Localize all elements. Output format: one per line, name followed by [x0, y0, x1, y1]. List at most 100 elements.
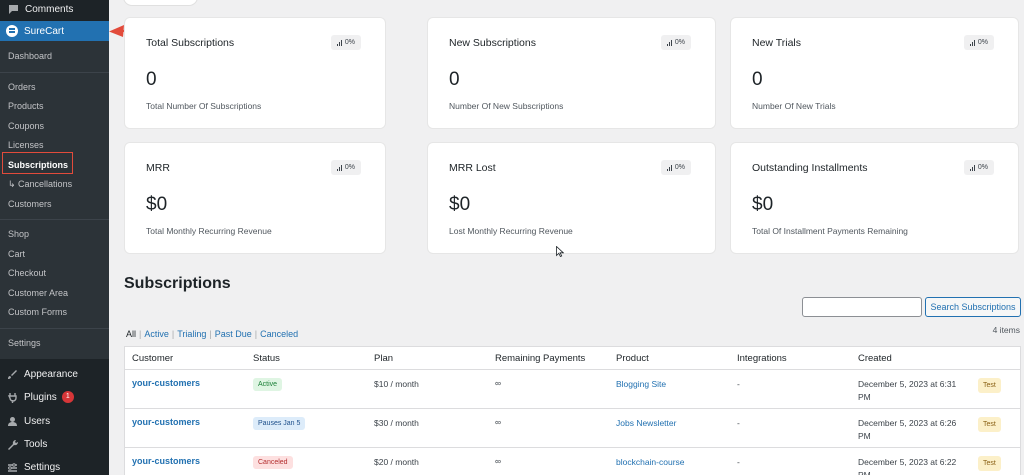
customer-link[interactable]: your-customers [132, 456, 201, 466]
stat-description: Number Of New Trials [752, 101, 836, 111]
paintbrush-icon [6, 368, 18, 380]
sidebar-item-appearance[interactable]: Appearance [0, 363, 109, 385]
submenu-settings[interactable]: Settings [8, 337, 41, 348]
chart-bars-icon [969, 39, 975, 46]
customer-link[interactable]: your-customers [132, 417, 201, 427]
status-badge: Canceled [253, 456, 293, 469]
status-filters: All | Active | Trialing | Past Due | Canceled [126, 329, 298, 339]
stat-change-badge: 0% [660, 160, 691, 175]
sidebar-item-users[interactable]: Users [0, 410, 109, 432]
stat-description: Total Monthly Recurring Revenue [146, 226, 272, 236]
integrations-cell: - [737, 457, 740, 467]
column-header-product[interactable]: Product [616, 353, 649, 364]
filter-separator: | [254, 329, 258, 339]
filter-past-due[interactable]: Past Due [214, 329, 252, 339]
submenu-subscriptions[interactable]: Subscriptions [8, 159, 69, 170]
column-header-remaining-payments[interactable]: Remaining Payments [495, 353, 586, 364]
submenu-customers[interactable]: Customers [8, 198, 52, 209]
stat-change-value: 0% [674, 39, 685, 46]
sidebar-item-plugins[interactable]: Plugins 1 [0, 386, 109, 408]
product-link[interactable]: Blogging Site [616, 379, 667, 389]
status-cell: Canceled [253, 456, 293, 469]
filter-canceled[interactable]: Canceled [260, 329, 299, 339]
submenu-dashboard[interactable]: Dashboard [8, 51, 53, 61]
product-link[interactable]: Jobs Newsletter [616, 418, 677, 428]
submenu-orders[interactable]: Orders [8, 81, 36, 92]
filter-separator: | [139, 329, 142, 339]
stat-value: $0 [752, 194, 774, 215]
stat-change-badge: 0% [963, 35, 994, 50]
admin-sidebar: Comments SureCart Dashboard Orders Produ… [0, 0, 109, 475]
submenu-cart[interactable]: Cart [8, 248, 26, 259]
column-header-plan[interactable]: Plan [374, 353, 394, 364]
submenu-checkout[interactable]: Checkout [8, 268, 47, 278]
created-time: PM [858, 470, 871, 475]
stat-change-value: 0% [977, 164, 988, 171]
plugin-update-badge: 1 [61, 391, 74, 403]
table-row[interactable]: your-customers Active $10 / month ∞ Blog… [125, 370, 1020, 409]
column-header-customer[interactable]: Customer [132, 353, 174, 364]
remaining-payments-cell: ∞ [495, 456, 502, 466]
table-row[interactable]: your-customers Pauses Jan 5 $30 / month … [125, 409, 1020, 448]
status-badge: Pauses Jan 5 [253, 417, 306, 430]
created-date: December 5, 2023 at 6:31 [858, 379, 957, 389]
filter-active[interactable]: Active [144, 329, 169, 339]
integrations-cell: - [737, 379, 740, 389]
created-cell: December 5, 2023 at 6:26 PM [858, 417, 968, 443]
mode-cell: Test [978, 417, 1001, 432]
plugin-icon [6, 391, 18, 403]
stat-card-outstanding-installments: Outstanding Installments 0% $0 Total Of … [731, 143, 1018, 253]
mouse-cursor-icon [556, 246, 564, 257]
top-toggle-pill[interactable] [124, 0, 197, 5]
search-input[interactable] [802, 297, 922, 317]
chart-bars-icon [336, 39, 342, 46]
customer-link[interactable]: your-customers [132, 378, 201, 388]
submenu-products[interactable]: Products [8, 101, 44, 111]
stat-value: $0 [449, 194, 471, 215]
surecart-submenu: Dashboard Orders Products Coupons Licens… [0, 41, 109, 359]
subscriptions-highlight-box [2, 152, 73, 174]
created-time: PM [858, 392, 871, 402]
table-row[interactable]: your-customers Canceled $20 / month ∞ bl… [125, 448, 1020, 475]
search-subscriptions-button[interactable]: Search Subscriptions [925, 297, 1021, 317]
submenu-cancellations[interactable]: ↳ Cancellations [8, 179, 73, 189]
column-header-created[interactable]: Created [858, 353, 892, 364]
submenu-licenses[interactable]: Licenses [8, 140, 44, 150]
sidebar-item-label: Tools [24, 438, 48, 450]
user-icon [6, 415, 18, 427]
column-header-status[interactable]: Status [253, 353, 280, 364]
submenu-coupons[interactable]: Coupons [8, 120, 45, 131]
stat-title: MRR Lost [449, 162, 496, 174]
submenu-shop[interactable]: Shop [8, 229, 30, 239]
stat-title: Total Subscriptions [146, 37, 235, 49]
filter-all[interactable]: All [126, 329, 137, 339]
subscriptions-table: Customer Status Plan Remaining Payments … [124, 346, 1021, 475]
chart-bars-icon [336, 164, 342, 171]
plan-cell: $20 / month [374, 457, 419, 467]
chart-bars-icon [666, 39, 672, 46]
filter-separator: | [171, 329, 175, 339]
comment-icon [7, 3, 19, 15]
table-header: Customer Status Plan Remaining Payments … [125, 347, 1020, 370]
mode-cell: Test [978, 456, 1001, 471]
stat-card-new-subscriptions: New Subscriptions 0% 0 Number Of New Sub… [428, 18, 715, 128]
column-header-integrations[interactable]: Integrations [737, 353, 787, 364]
filter-trialing[interactable]: Trialing [177, 329, 207, 339]
sidebar-item-comments[interactable]: Comments [0, 0, 109, 18]
submenu-separator [0, 71, 109, 73]
submenu-customer-area[interactable]: Customer Area [8, 287, 69, 298]
test-mode-badge: Test [978, 378, 1001, 393]
sidebar-item-surecart[interactable]: SureCart [0, 21, 109, 41]
stat-description: Total Of Installment Payments Remaining [752, 226, 908, 236]
page-title: Subscriptions [124, 275, 231, 292]
created-cell: December 5, 2023 at 6:22 PM [858, 456, 968, 475]
filter-separator: | [209, 329, 212, 339]
stat-change-value: 0% [674, 164, 685, 171]
stat-change-value: 0% [344, 39, 355, 46]
product-link[interactable]: blockchain-course [616, 457, 685, 467]
sidebar-item-tools[interactable]: Tools [0, 433, 109, 455]
chart-bars-icon [969, 164, 975, 171]
sidebar-item-settings[interactable]: Settings [0, 456, 109, 475]
submenu-custom-forms[interactable]: Custom Forms [8, 307, 68, 317]
stat-value: $0 [146, 194, 168, 215]
